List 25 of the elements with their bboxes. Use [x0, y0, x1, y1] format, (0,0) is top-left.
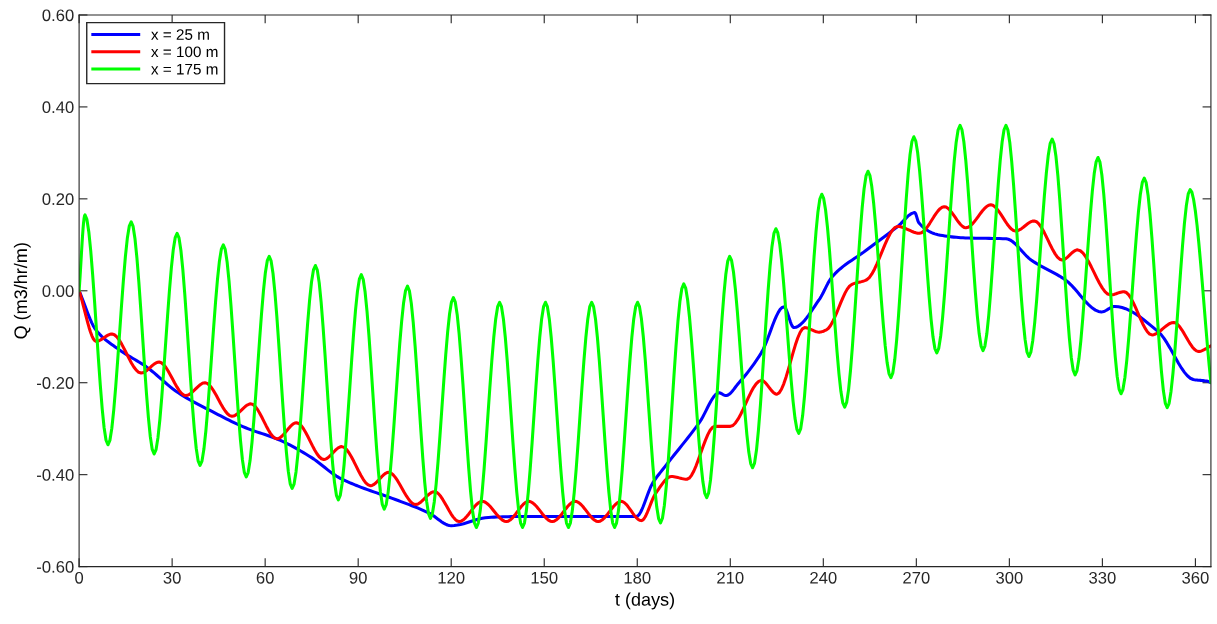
x-tick-label: 240 — [810, 571, 837, 584]
x-tick-label: 150 — [531, 571, 558, 584]
legend-label: x = 100 m — [151, 46, 218, 58]
x-tick-label: 330 — [1089, 571, 1116, 584]
x-tick-label: 210 — [717, 571, 744, 584]
x-tick-label: 360 — [1182, 571, 1209, 584]
x-tick-label: 30 — [163, 571, 181, 584]
y-tick-label: 0.40 — [42, 101, 74, 114]
y-axis-title: Q (m3/hr/m) — [13, 243, 31, 339]
x-tick-label: 90 — [349, 571, 367, 584]
y-tick-label: 0.60 — [42, 9, 74, 22]
x-tick-label: 300 — [996, 571, 1023, 584]
y-tick-label: -0.60 — [37, 560, 74, 573]
legend-label: x = 25 m — [151, 29, 209, 40]
x-tick-label: 270 — [903, 571, 930, 584]
x-tick-label: 0 — [75, 571, 84, 584]
x-tick-label: 120 — [438, 571, 465, 584]
y-tick-label: 0.00 — [42, 285, 74, 297]
y-tick-label: -0.40 — [37, 469, 74, 481]
x-axis-title: t (days) — [615, 592, 674, 610]
y-tick-label: -0.20 — [37, 377, 74, 389]
y-tick-label: 0.20 — [42, 193, 74, 206]
x-tick-label: 180 — [624, 571, 651, 584]
legend-label: x = 175 m — [151, 63, 218, 75]
x-tick-label: 60 — [256, 571, 274, 584]
